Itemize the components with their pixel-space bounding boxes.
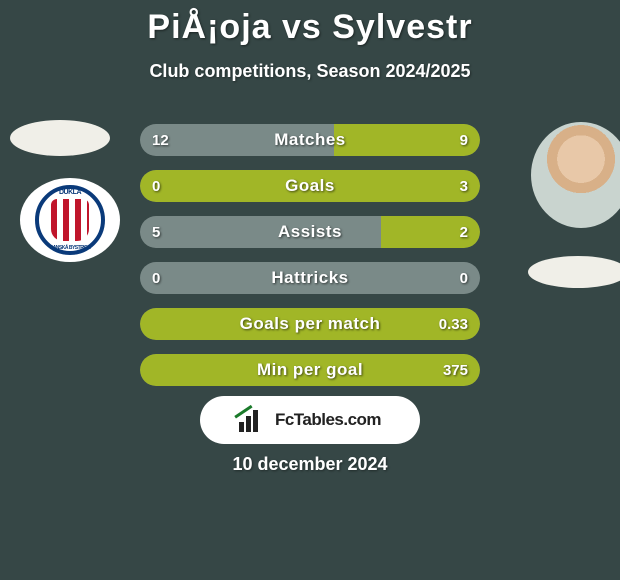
club-badge-top-text: DUKLA [35,189,105,196]
player-right-club-placeholder [528,256,620,288]
comparison-bars: Matches129Goals03Assists52Hattricks00Goa… [140,124,480,400]
bar-row: Goals per match0.33 [140,308,480,340]
bar-value-right: 0 [460,262,468,294]
bar-row: Min per goal375 [140,354,480,386]
player-left-avatar-placeholder [10,120,110,156]
bar-value-left: 12 [152,124,169,156]
bar-label: Matches [140,124,480,156]
comparison-card: PiÅ¡oja vs Sylvestr Club competitions, S… [0,0,620,580]
bar-value-right: 375 [443,354,468,386]
bar-value-left: 5 [152,216,160,248]
fctables-logo-icon [239,408,267,432]
bar-row: Assists5 2 [140,216,480,248]
bar-label: Assists [140,216,480,248]
bar-row: Goals0 3 [140,170,480,202]
branding-text: FcTables.com [275,410,381,430]
bar-value-right: 3 [460,170,468,202]
bar-row: Matches12 9 [140,124,480,156]
bar-row: Hattricks0 0 [140,262,480,294]
bar-value-right: 2 [460,216,468,248]
bar-value-right: 9 [460,124,468,156]
bar-label: Min per goal [140,354,480,386]
player-left-club-badge: DUKLA BANSKÁ BYSTRICA [20,178,120,262]
club-badge-icon: DUKLA BANSKÁ BYSTRICA [35,185,105,255]
bar-value-right: 0.33 [439,308,468,340]
branding-pill[interactable]: FcTables.com [200,396,420,444]
bar-value-left: 0 [152,170,160,202]
player-right-avatar [531,122,620,228]
bar-label: Goals [140,170,480,202]
page-title: PiÅ¡oja vs Sylvestr [0,0,620,47]
club-badge-bottom-text: BANSKÁ BYSTRICA [35,245,105,251]
bar-value-left: 0 [152,262,160,294]
bar-label: Goals per match [140,308,480,340]
bar-label: Hattricks [140,262,480,294]
subtitle: Club competitions, Season 2024/2025 [0,61,620,82]
date-label: 10 december 2024 [0,454,620,475]
